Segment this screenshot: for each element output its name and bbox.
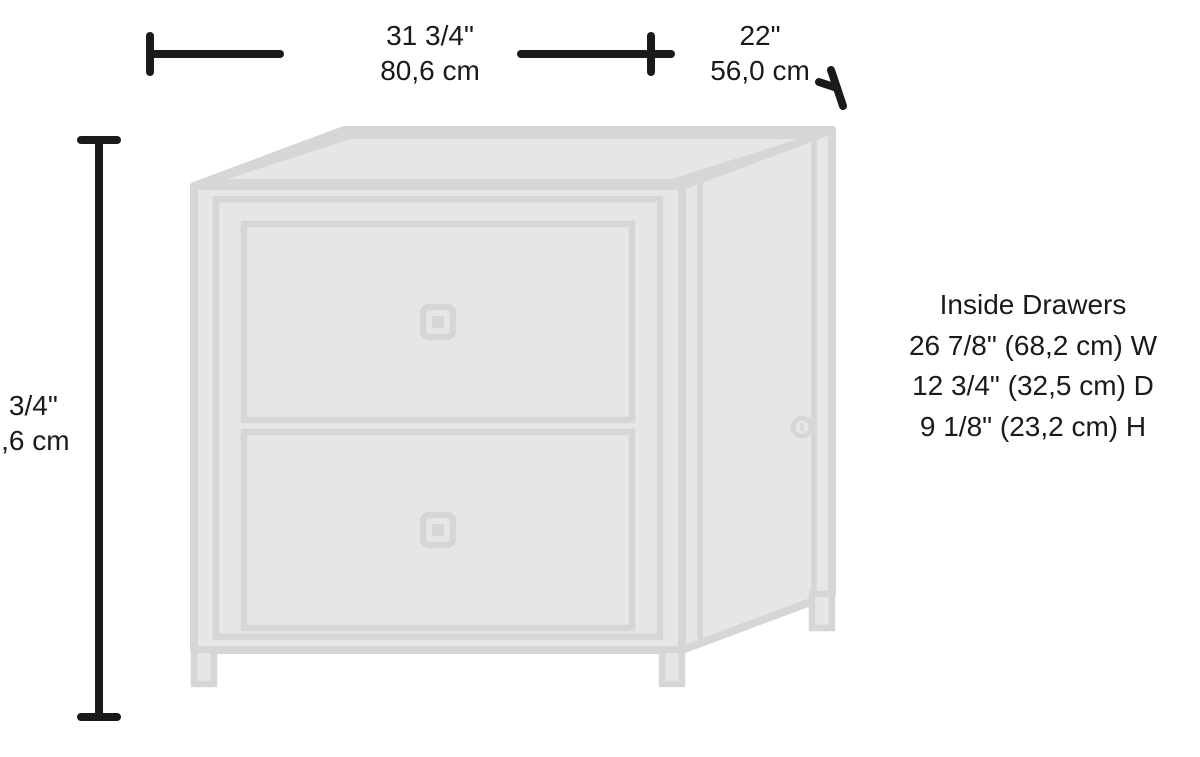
inside-w: 26 7/8" (68,2 cm) W [878, 326, 1188, 367]
height-imperial: 29 3/4" [0, 388, 100, 423]
depth-metric: 56,0 cm [670, 53, 850, 88]
depth-dimension-label: 22" 56,0 cm [670, 18, 850, 88]
width-imperial: 31 3/4" [300, 18, 560, 53]
width-dimension-label: 31 3/4" 80,6 cm [300, 18, 560, 88]
inside-h: 9 1/8" (23,2 cm) H [878, 407, 1188, 448]
diagram-canvas: 31 3/4" 80,6 cm 22" 56,0 cm 29 3/4" 75,6… [0, 0, 1200, 757]
inside-title: Inside Drawers [878, 285, 1188, 326]
inside-drawers-info: Inside Drawers 26 7/8" (68,2 cm) W 12 3/… [878, 285, 1188, 447]
depth-imperial: 22" [670, 18, 850, 53]
width-metric: 80,6 cm [300, 53, 560, 88]
inside-d: 12 3/4" (32,5 cm) D [878, 366, 1188, 407]
height-metric: 75,6 cm [0, 423, 100, 458]
height-dimension-label: 29 3/4" 75,6 cm [0, 388, 100, 458]
